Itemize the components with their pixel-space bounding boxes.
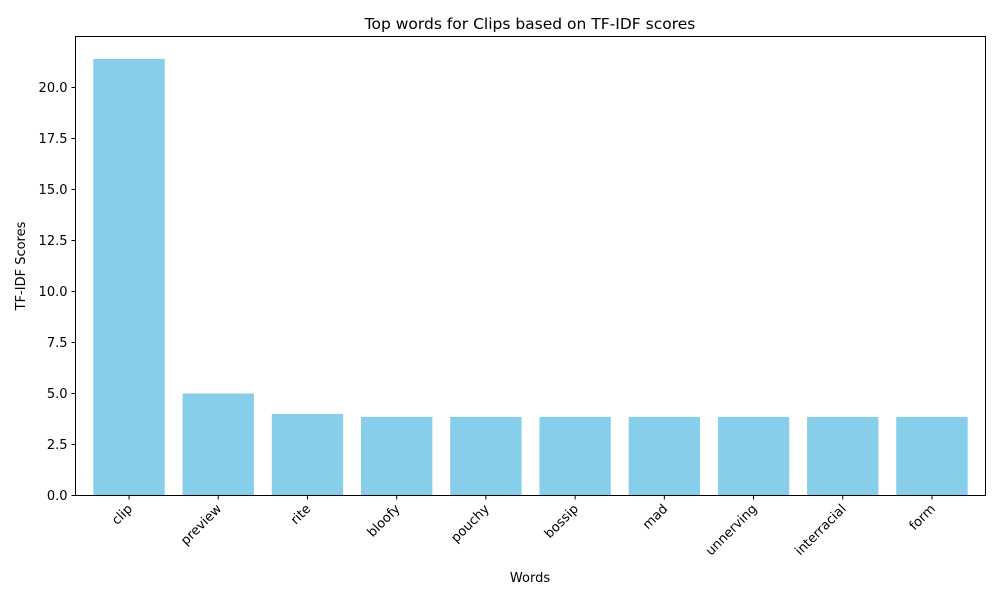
bar-pouchy — [450, 416, 522, 496]
x-tick-label: preview — [178, 501, 225, 548]
x-tick-label: bloofy — [365, 502, 404, 541]
x-tick-label: interracial — [793, 502, 850, 559]
bar-bossip — [539, 416, 611, 496]
y-tick-label: 20.0 — [39, 81, 68, 96]
x-tick-label: mad — [640, 502, 671, 533]
x-tick-label: unnerving — [703, 502, 760, 559]
y-tick-label: 2.5 — [47, 438, 68, 453]
y-tick-label: 17.5 — [39, 132, 68, 147]
bars-group — [93, 58, 968, 496]
plot-frame — [75, 36, 986, 496]
bar-bloofy — [360, 416, 433, 496]
bar-interracial — [807, 416, 879, 496]
x-tick-label: rite — [288, 502, 314, 528]
bar-mad — [628, 416, 701, 496]
y-tick-label: 7.5 — [47, 336, 68, 351]
y-axis-label: TF-IDF Scores — [14, 221, 29, 311]
chart-title: Top words for Clips based on TF-IDF scor… — [364, 15, 696, 33]
bar-preview — [182, 393, 254, 496]
y-tick-label: 12.5 — [39, 234, 68, 249]
x-tick-label: form — [907, 502, 939, 534]
x-tick-label: bossip — [542, 502, 582, 542]
x-axis-ticks: clip preview rite bloofy pouchy bossip mad unne… — [109, 495, 939, 559]
bar-rite — [271, 413, 344, 496]
x-tick-label: pouchy — [449, 502, 493, 546]
y-tick-label: 10.0 — [39, 285, 68, 300]
y-tick-label: 0.0 — [47, 489, 68, 504]
y-tick-label: 15.0 — [39, 183, 68, 198]
x-tick-label: clip — [109, 502, 136, 529]
bar-clip — [93, 58, 165, 496]
y-axis-ticks: 0.0 2.5 5.0 7.5 10.0 12.5 15.0 17.5 20.0 — [39, 81, 76, 504]
bar-unnerving — [717, 416, 790, 496]
y-tick-label: 5.0 — [47, 387, 68, 402]
x-axis-label: Words — [510, 571, 550, 586]
bar-form — [896, 416, 968, 496]
